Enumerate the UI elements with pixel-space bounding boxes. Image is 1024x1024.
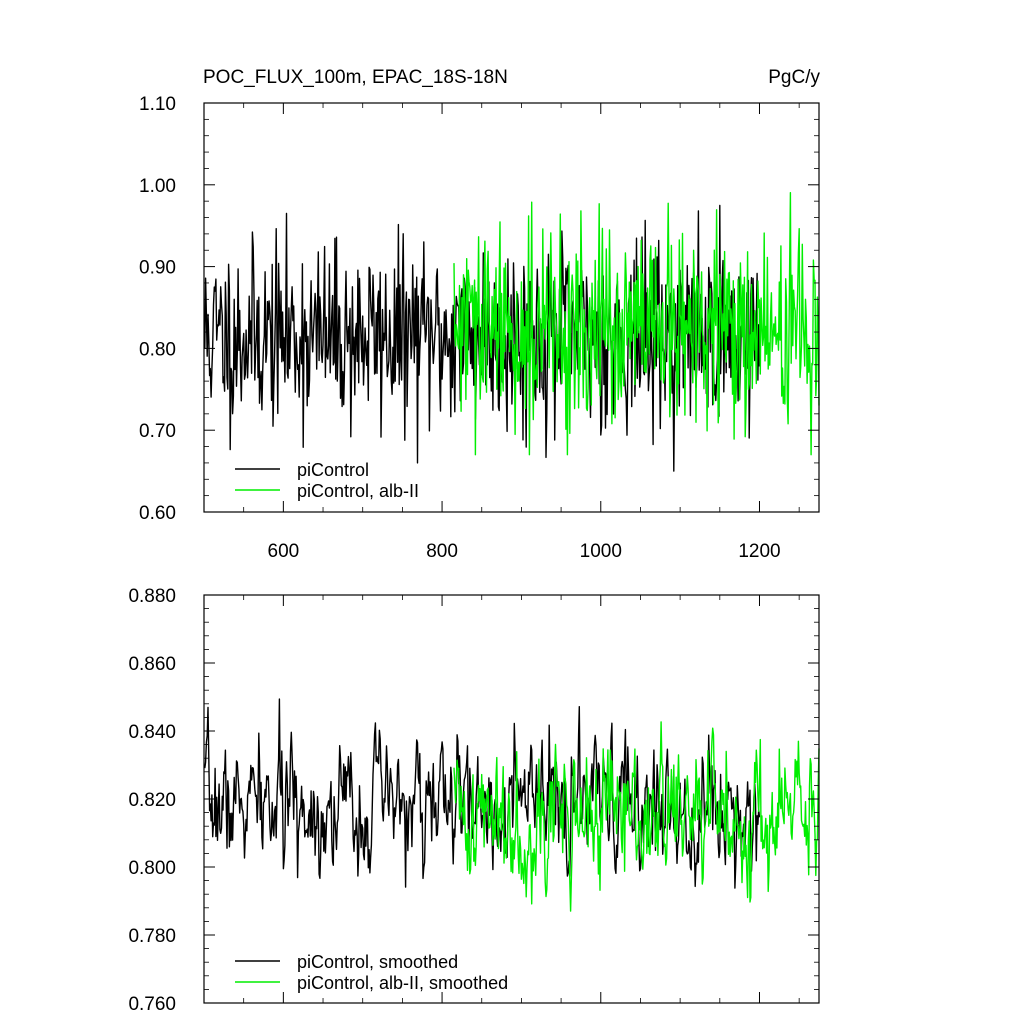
top-ticks-group: 600 800 1000 1200 0.60 0.70 0.80 0.90 1.00 1.10: [139, 94, 819, 562]
x-tick-label: 600: [268, 541, 300, 562]
bottom-panel: 0.760 0.780 0.800 0.820 0.840 0.860 0.880 piCo…: [128, 586, 820, 1015]
bottom-legend: piControl, smoothed piControl, alb-II, s…: [235, 952, 508, 993]
x-tick-label: 800: [426, 541, 458, 562]
bottom-ticks-group: 0.760 0.780 0.800 0.820 0.840 0.860 0.880: [128, 586, 819, 1015]
legend-label-smoothed-alb: piControl, alb-II, smoothed: [297, 973, 508, 993]
top-series-group: [204, 191, 820, 472]
y-tick-label: 0.60: [139, 503, 176, 524]
y-tick-label: 0.860: [128, 654, 176, 675]
y-tick-label: 0.760: [128, 994, 176, 1015]
y-tick-label: 1.10: [139, 94, 176, 115]
y-tick-label: 0.820: [128, 790, 176, 811]
legend-label-picontrol: piControl: [297, 460, 369, 480]
top-plot-frame: [203, 102, 820, 513]
top-series-line-1: [453, 191, 820, 456]
y-tick-label: 0.70: [139, 421, 176, 442]
bottom-series-line-1: [453, 721, 820, 912]
top-title-left: POC_FLUX_100m, EPAC_18S-18N: [203, 67, 508, 88]
bottom-plot-frame: [203, 594, 820, 1004]
top-title-right: PgC/y: [768, 67, 820, 88]
x-tick-label: 1000: [580, 541, 622, 562]
y-tick-label: 0.90: [139, 258, 176, 279]
bottom-series-line-0: [204, 698, 761, 889]
legend-label-smoothed: piControl, smoothed: [297, 952, 458, 972]
y-tick-label: 0.840: [128, 722, 176, 743]
legend-label-picontrol-alb: piControl, alb-II: [297, 481, 419, 501]
top-legend: piControl piControl, alb-II: [235, 460, 419, 501]
y-tick-label: 0.780: [128, 926, 176, 947]
x-tick-label: 1200: [738, 541, 780, 562]
y-tick-label: 0.800: [128, 858, 176, 879]
y-tick-label: 0.880: [128, 586, 176, 607]
y-tick-label: 0.80: [139, 339, 176, 360]
bottom-series-group: [204, 698, 820, 912]
top-panel: POC_FLUX_100m, EPAC_18S-18N PgC/y 600 800…: [139, 67, 820, 562]
y-tick-label: 1.00: [139, 176, 176, 197]
